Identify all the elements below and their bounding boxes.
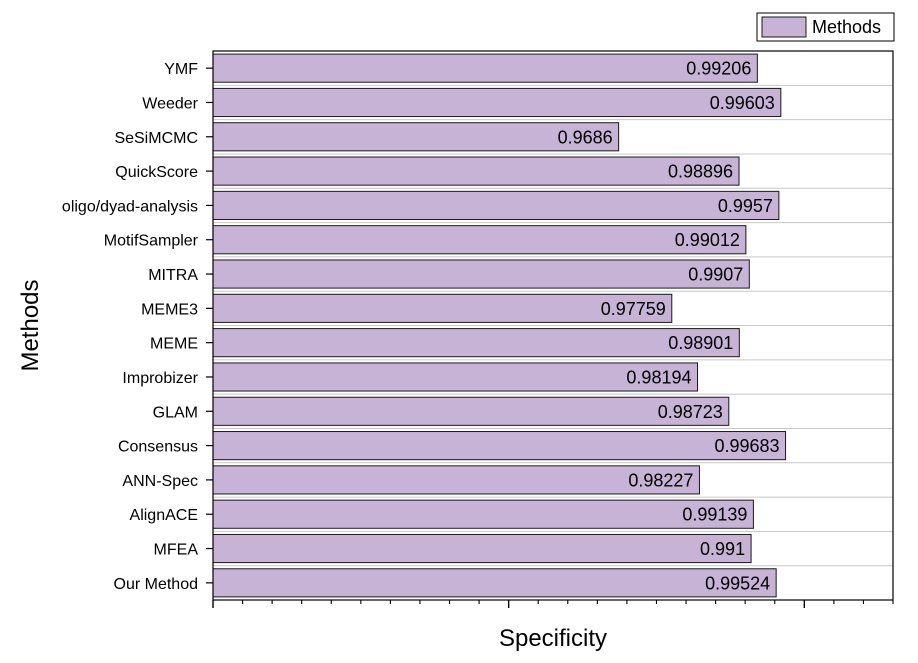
legend-swatch — [761, 16, 807, 38]
category-label: SeSiMCMC — [114, 130, 198, 147]
bar — [212, 328, 740, 358]
bar — [212, 431, 787, 461]
category-label: MEME3 — [141, 301, 198, 318]
category-label: YMF — [164, 61, 198, 78]
bar — [212, 499, 754, 529]
bars: 0.99206 0.99603 0.9686 0.98896 0.9957 0.99012… — [212, 53, 787, 598]
y-axis-title: Methods — [17, 279, 44, 371]
category-label: ANN-Spec — [122, 473, 198, 490]
category-label: Improbizer — [122, 370, 198, 387]
bar — [212, 568, 777, 598]
value-label: 0.99683 — [714, 436, 779, 456]
bar — [212, 87, 782, 118]
value-label: 0.98227 — [628, 470, 693, 490]
category-label: QuickScore — [115, 164, 198, 181]
category-label: MotifSampler — [104, 233, 199, 250]
axis-ticks: YMF Weeder SeSiMCMC QuickScore oligo/dyad-an… — [62, 61, 894, 608]
bar — [212, 362, 699, 392]
value-label: 0.98901 — [668, 333, 733, 353]
category-label: oligo/dyad-analysis — [62, 198, 198, 215]
value-label: 0.98896 — [668, 162, 733, 182]
plot-area-frame — [212, 50, 894, 601]
value-label: 0.98723 — [658, 402, 723, 422]
value-label: 0.99206 — [686, 59, 751, 79]
value-label: 0.9957 — [718, 196, 773, 216]
x-axis-title: Specificity — [499, 625, 607, 652]
legend-label: Methods — [812, 17, 881, 37]
category-label: MITRA — [148, 267, 198, 284]
bar — [212, 53, 758, 83]
value-label: 0.9686 — [558, 127, 613, 147]
category-label: GLAM — [153, 404, 198, 421]
category-label: Weeder — [142, 95, 198, 112]
value-label: 0.99603 — [710, 93, 775, 113]
legend: Methods — [756, 12, 895, 42]
value-label: 0.97759 — [601, 299, 666, 319]
value-label: 0.99139 — [682, 505, 747, 525]
bar — [212, 156, 740, 186]
category-label: MFEA — [154, 542, 199, 559]
value-label: 0.991 — [700, 539, 745, 559]
value-label: 0.99012 — [675, 230, 740, 250]
bar — [212, 225, 747, 255]
bar — [212, 465, 700, 495]
category-label: AlignACE — [130, 507, 198, 524]
category-label: Our Method — [114, 576, 198, 593]
bar — [212, 396, 730, 426]
category-label: Consensus — [118, 439, 198, 456]
value-label: 0.99524 — [705, 573, 770, 593]
bar — [212, 533, 752, 564]
bar — [212, 259, 750, 289]
value-label: 0.98194 — [626, 367, 691, 387]
category-label: MEME — [150, 336, 198, 353]
grid-lines — [213, 84, 893, 567]
bar — [212, 190, 780, 220]
value-label: 0.9907 — [688, 265, 743, 285]
